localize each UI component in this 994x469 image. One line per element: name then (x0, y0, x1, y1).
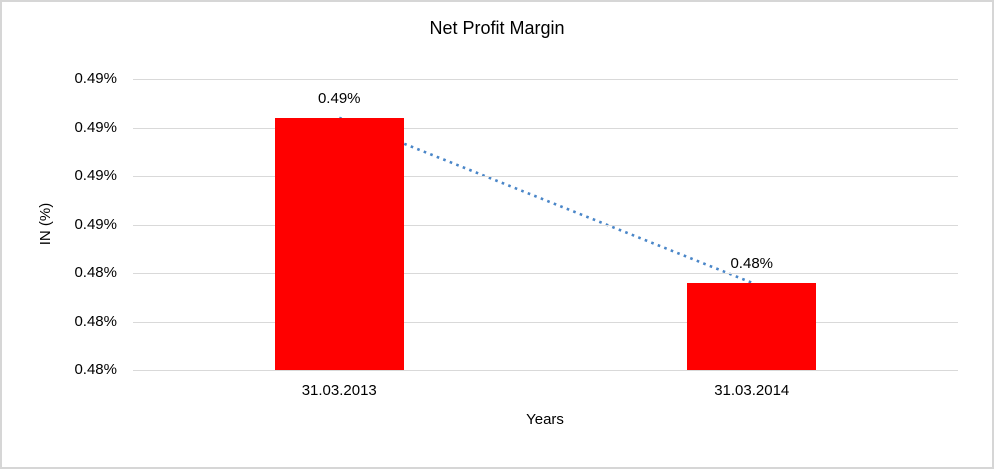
bar (687, 282, 817, 370)
gridline (133, 224, 958, 226)
bar (274, 117, 404, 370)
y-tick-label: 0.48% (74, 312, 117, 330)
gridline (133, 370, 958, 371)
y-tick-label: 0.49% (74, 167, 117, 184)
bar-value-label: 0.49% (317, 89, 361, 107)
y-tick-label: 0.49% (74, 118, 117, 136)
y-tick-label: 0.49% (74, 70, 117, 87)
y-tick-label: 0.48% (74, 264, 117, 281)
bar-value-label: 0.48% (730, 254, 774, 272)
gridline (133, 273, 958, 274)
gridline (133, 321, 958, 323)
y-tick-label: 0.48% (74, 361, 117, 378)
gridline (133, 127, 958, 129)
x-axis-title: Years (526, 411, 564, 428)
plot-area: 0.49% 0.48% (133, 79, 958, 371)
gridline (133, 176, 958, 177)
x-tick-label: 31.03.2013 (301, 382, 377, 399)
gridline (133, 79, 958, 80)
y-tick-label: 0.49% (74, 215, 117, 233)
chart-title: Net Profit Margin (429, 18, 565, 38)
x-tick-label: 31.03.2014 (714, 382, 790, 399)
